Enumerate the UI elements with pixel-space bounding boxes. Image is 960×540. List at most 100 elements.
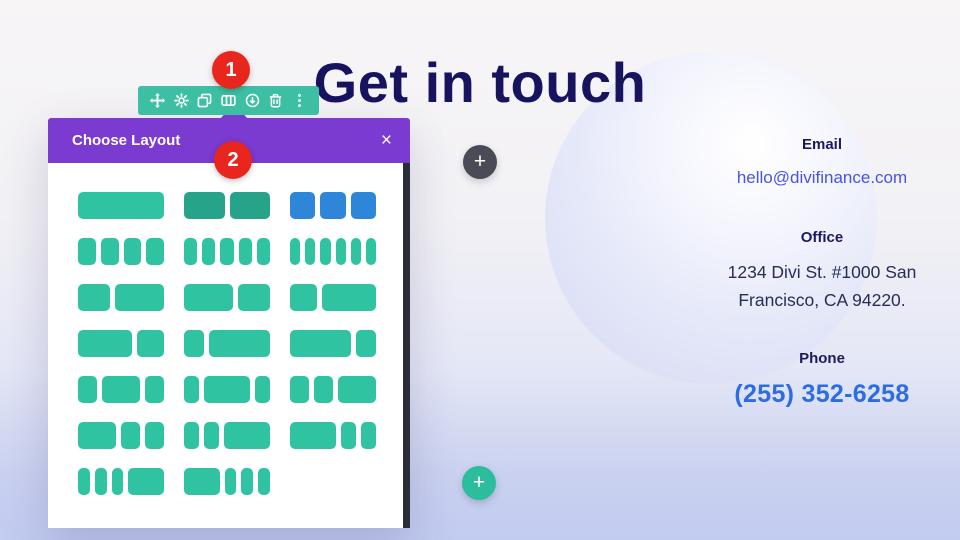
layout-row [78,330,410,357]
column-block [355,330,376,357]
trash-icon[interactable] [267,92,284,109]
column-block [78,468,90,495]
step-badge-1: 1 [212,51,250,89]
add-section-button[interactable]: + [463,145,497,179]
column-block [78,330,132,357]
save-to-library-icon[interactable] [244,92,261,109]
layout-row [78,192,410,219]
layout-option[interactable] [290,376,376,403]
layout-option[interactable] [184,238,271,265]
column-block [137,330,164,357]
modal-scrollbar[interactable] [403,163,410,528]
layout-option[interactable] [184,284,270,311]
column-block [338,376,376,403]
column-block [204,376,250,403]
column-block [145,422,164,449]
column-block [121,422,140,449]
columns-layout-icon[interactable] [220,92,237,109]
layout-option[interactable] [78,422,164,449]
column-block [184,468,220,495]
column-block [78,376,97,403]
column-block [202,238,216,265]
layout-option[interactable] [184,422,270,449]
column-block [360,422,376,449]
column-block [209,330,270,357]
contact-info: Email hello@divifinance.com Office 1234 … [694,136,950,409]
email-link[interactable]: hello@divifinance.com [736,168,908,187]
column-block [204,422,220,449]
column-block [224,468,237,495]
settings-gear-icon[interactable] [173,92,190,109]
column-block [290,284,317,311]
layout-option[interactable] [184,330,270,357]
column-block [184,284,233,311]
column-block [290,238,301,265]
choose-layout-modal: Choose Layout × [48,118,410,528]
column-block [184,376,200,403]
layout-option[interactable] [78,330,164,357]
email-label: Email [801,136,843,153]
step-badge-2: 2 [214,141,252,179]
column-block [78,284,111,311]
column-block [184,422,200,449]
layout-option[interactable] [78,238,164,265]
column-block [290,376,309,403]
column-block [123,238,142,265]
column-block [78,422,116,449]
column-block [237,284,270,311]
column-block [320,238,331,265]
layout-option[interactable] [78,192,164,219]
column-block [145,376,164,403]
add-row-button[interactable]: + [462,466,496,500]
layout-row [78,238,410,265]
column-block [128,468,164,495]
modal-body [48,163,410,528]
column-block [184,192,225,219]
layout-option[interactable] [78,468,164,495]
phone-label: Phone [799,350,845,367]
column-block [254,376,270,403]
modal-header: Choose Layout × [48,118,410,163]
column-block [350,192,376,219]
page-title: Get in touch [313,50,647,114]
column-block [256,238,271,265]
column-block [184,238,198,265]
layout-row [78,422,410,449]
layout-option[interactable] [184,468,270,495]
column-block [305,238,316,265]
column-block [224,422,270,449]
column-block [146,238,164,265]
office-address: 1234 Divi St. #1000 San Francisco, CA 94… [727,262,917,310]
layout-option[interactable] [290,238,377,265]
layout-row [78,468,410,495]
layout-option[interactable] [290,192,376,219]
layout-options-grid [78,192,410,495]
duplicate-icon[interactable] [196,92,213,109]
column-block [111,468,124,495]
column-block [238,238,252,265]
layout-option[interactable] [290,422,376,449]
layout-row [78,376,410,403]
column-block [320,192,346,219]
column-block [94,468,107,495]
column-block [258,468,270,495]
column-block [102,376,140,403]
layout-option[interactable] [184,376,270,403]
column-block [78,192,164,219]
close-icon[interactable]: × [380,130,392,151]
column-block [350,238,361,265]
column-block [184,330,205,357]
more-options-icon[interactable] [291,92,308,109]
layout-option[interactable] [184,192,270,219]
column-block [340,422,356,449]
column-block [220,238,234,265]
module-toolbar [138,86,319,115]
phone-number: (255) 352-6258 [734,380,910,408]
layout-option[interactable] [290,330,376,357]
move-icon[interactable] [149,92,166,109]
layout-option[interactable] [290,284,376,311]
layout-option[interactable] [78,376,164,403]
column-block [229,192,270,219]
layout-option[interactable] [78,284,164,311]
column-block [365,238,377,265]
